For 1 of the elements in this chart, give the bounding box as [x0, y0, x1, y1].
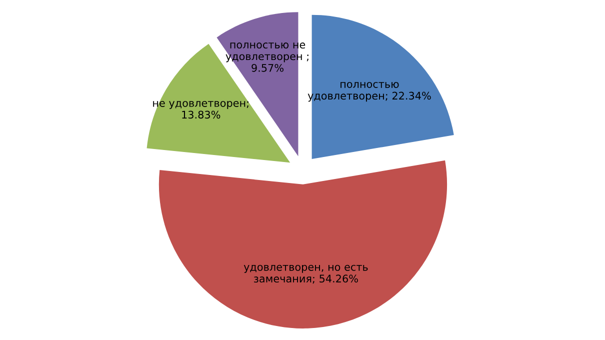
- slice-label: удовлетворен, но есть замечания; 54.26%: [244, 264, 368, 284]
